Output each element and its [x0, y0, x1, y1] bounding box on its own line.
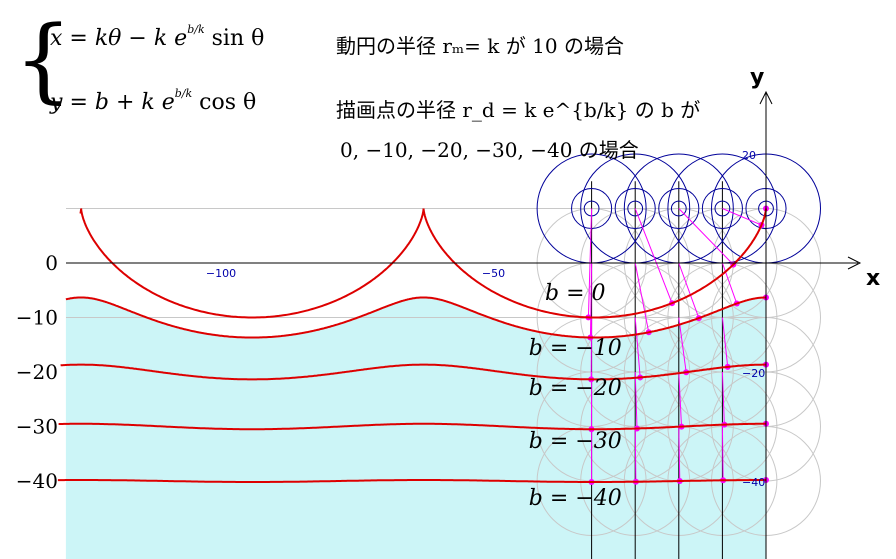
radius-line-1-2: [634, 317, 641, 378]
radius-line-2-0: [678, 208, 734, 265]
equation-y: y = b + k eb/k cos θ: [50, 87, 257, 115]
radius-line-3-4: [721, 426, 724, 481]
y-tick-label-left-0: 0: [45, 251, 58, 275]
note-line-3: 0, −10, −20, −30, −40 の場合: [340, 138, 639, 162]
y-tick-label-right-1: −20: [742, 367, 765, 380]
curve-b--20: [60, 363, 766, 381]
equation-y-exponent: b/k: [174, 87, 193, 100]
point-circle-2-1: [670, 200, 687, 217]
x-axis-label: x: [866, 266, 880, 291]
radius-line-0-1: [589, 262, 593, 338]
curve-label-1: b = −10: [529, 336, 622, 361]
radius-line-2-3: [678, 371, 683, 427]
equation-x: x = kθ − k eb/k sin θ: [50, 23, 265, 51]
y-axis-arrow: [759, 90, 773, 105]
y-tick-label-left-4: −40: [16, 469, 58, 493]
equation-x-tail: sin θ: [211, 26, 265, 51]
y-tick-label-right-0: 20: [742, 149, 756, 162]
curve-label-2: b = −20: [529, 376, 622, 401]
y-tick-label-left-2: −20: [16, 360, 58, 384]
radius-line-3-3: [721, 371, 725, 425]
radius-line-3-0: [722, 208, 762, 226]
equation-y-tail: cos θ: [199, 90, 257, 115]
point-circle-3-1: [714, 200, 731, 217]
radius-line-1-4: [634, 426, 637, 482]
curve-b-0: [79, 208, 767, 319]
y-tick-label-left-3: −30: [16, 415, 58, 439]
point-circle-0-0: [571, 187, 613, 230]
equation-x-rhs: = kθ − k e: [69, 26, 188, 51]
y-tick-label-left-1: −10: [16, 306, 58, 330]
curve-b--10: [65, 296, 766, 339]
point-circle-3-0: [701, 187, 743, 230]
x-axis-arrow: [847, 256, 862, 270]
radius-line-1-0: [634, 208, 673, 304]
note-line-1: 動円の半径 rₘ= k が 10 の場合: [336, 34, 624, 58]
radius-line-2-2: [678, 317, 687, 373]
equation-y-rhs: = b + k e: [69, 90, 175, 115]
equation-brace: {: [14, 6, 73, 113]
curve-label-4: b = −40: [529, 486, 622, 511]
radius-line-2-4: [678, 426, 681, 482]
x-tick-label-0: −100: [206, 267, 236, 280]
curve-label-0: b = 0: [545, 281, 606, 306]
point-circle-2-0: [658, 187, 700, 230]
radius-line-1-1: [634, 262, 650, 333]
note-line-2: 描画点の半径 r_d = k e^{b/k} の b が: [336, 98, 701, 122]
equation-y-lhs: y: [50, 90, 63, 115]
equation-x-lhs: x: [50, 26, 63, 51]
x-tick-label-1: −50: [482, 267, 505, 280]
curve-b--30: [58, 422, 766, 431]
point-circle-1-0: [614, 187, 656, 230]
radius-line-3-2: [721, 317, 729, 367]
curve-b--40: [57, 479, 766, 483]
y-tick-label-right-2: −40: [742, 476, 765, 489]
radius-line-3-1: [721, 262, 738, 304]
radius-line-2-1: [678, 262, 700, 319]
point-circle-1-1: [627, 200, 644, 217]
equation-x-exponent: b/k: [187, 23, 205, 36]
radius-line-1-3: [634, 371, 638, 429]
curve-label-3: b = −30: [529, 429, 622, 454]
y-axis-label: y: [750, 65, 764, 90]
